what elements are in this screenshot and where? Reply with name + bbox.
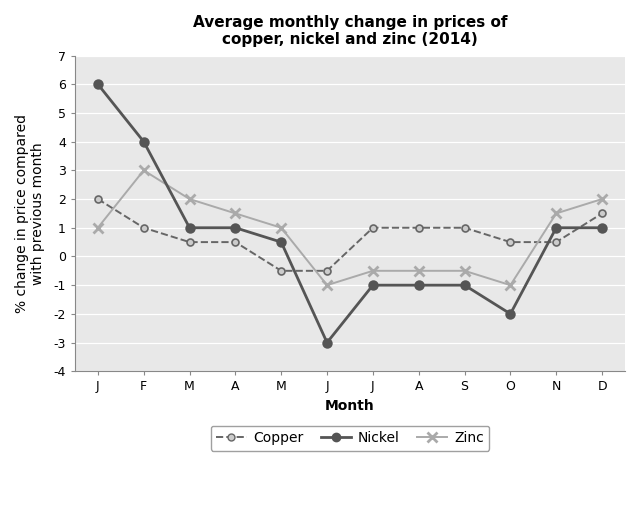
Title: Average monthly change in prices of
copper, nickel and zinc (2014): Average monthly change in prices of copp… [193, 15, 508, 47]
Legend: Copper, Nickel, Zinc: Copper, Nickel, Zinc [211, 425, 490, 451]
X-axis label: Month: Month [325, 399, 375, 413]
Y-axis label: % change in price compared
with previous month: % change in price compared with previous… [15, 114, 45, 313]
